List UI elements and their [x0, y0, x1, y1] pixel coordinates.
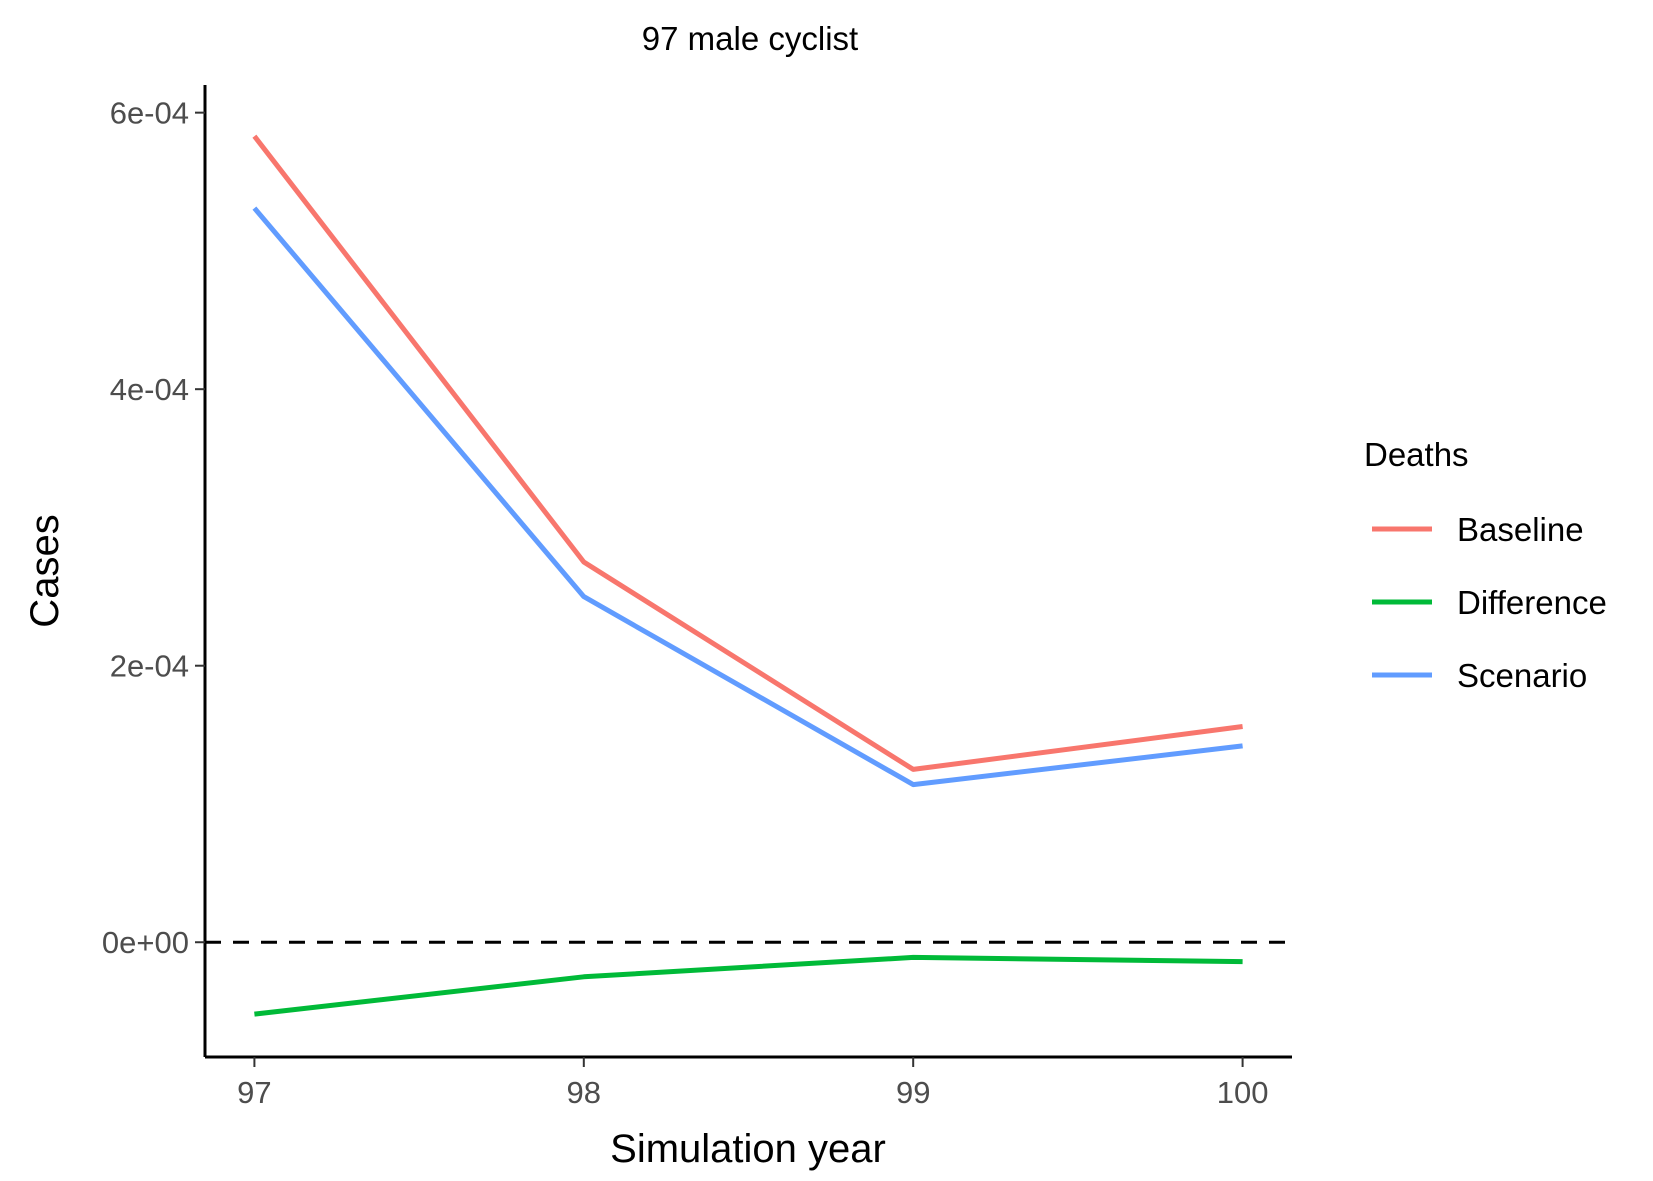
legend-title: Deaths — [1364, 436, 1469, 473]
y-tick-label: 2e-04 — [110, 649, 189, 684]
series-line-difference — [254, 954, 1243, 1017]
x-tick-label: 98 — [567, 1075, 601, 1110]
x-axis-ticks: 97 98 99 100 — [237, 1057, 1268, 1110]
legend-label-scenario: Scenario — [1457, 657, 1587, 694]
legend-items: Baseline Difference Scenario — [1372, 511, 1607, 694]
x-axis-title: Simulation year — [610, 1127, 886, 1171]
y-axis-title: Cases — [23, 514, 67, 627]
x-tick-label: 97 — [237, 1075, 271, 1110]
series-line-baseline — [252, 134, 1243, 772]
chart-title: 97 male cyclist — [642, 20, 858, 57]
y-tick-label: 6e-04 — [110, 96, 189, 131]
y-tick-label: 4e-04 — [110, 372, 189, 407]
series-layer — [252, 134, 1243, 1017]
x-tick-label: 99 — [896, 1075, 930, 1110]
plot-area — [205, 134, 1292, 1017]
legend-label-difference: Difference — [1457, 584, 1607, 621]
y-axis-ticks: 0e+00 2e-04 4e-04 6e-04 — [102, 96, 205, 960]
legend: Deaths Baseline Difference Scenario — [1364, 436, 1607, 694]
legend-label-baseline: Baseline — [1457, 511, 1584, 548]
x-tick-label: 100 — [1217, 1075, 1269, 1110]
series-line-scenario — [252, 206, 1243, 788]
y-tick-label: 0e+00 — [102, 925, 189, 960]
